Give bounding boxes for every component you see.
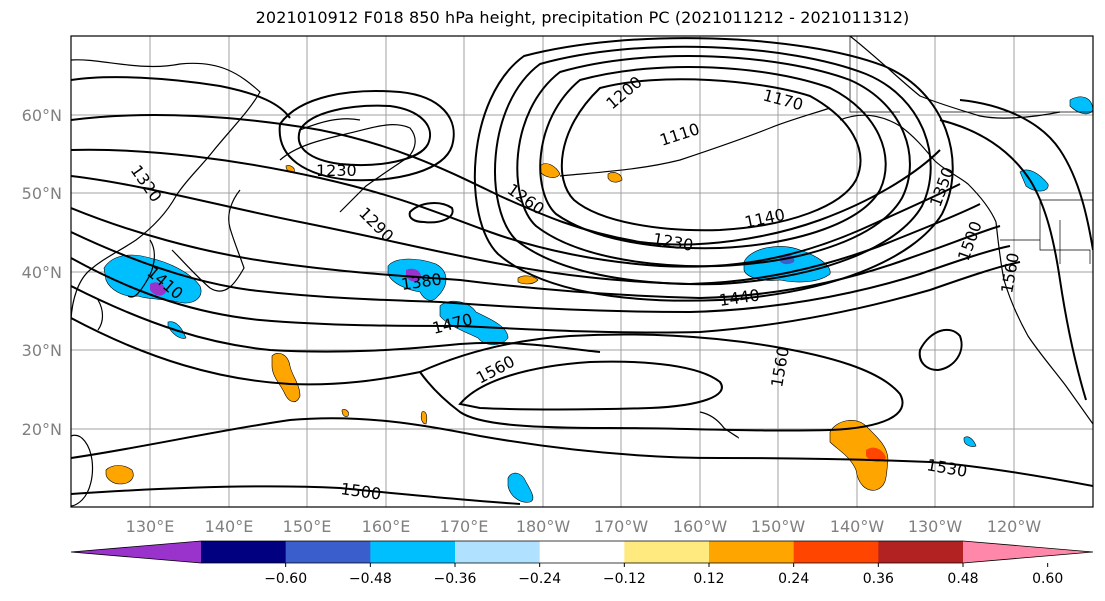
coast-philippines: [71, 434, 94, 507]
precip-core-165e: [406, 268, 421, 282]
contour-east-coast-2: [959, 99, 1093, 251]
contour-wave-1410: [71, 231, 1011, 314]
precip-area-aleutian-east: [607, 172, 623, 183]
lat-tick-label: 30°N: [22, 341, 62, 360]
contour-east-coast: [939, 119, 1087, 401]
precip-area-japan: [103, 254, 202, 304]
precip-area-180w-south: [507, 472, 534, 503]
contour-low-3: [516, 55, 911, 268]
lat-tick-label: 60°N: [22, 106, 62, 125]
contour-low-5: [473, 37, 954, 302]
lon-tick-label: 150°E: [283, 517, 332, 536]
contour-low-okhotsk: [297, 104, 431, 166]
lat-tick-label: 50°N: [22, 184, 62, 203]
contour-1560: [418, 333, 904, 432]
colorbar-tick-labels: −0.60 −0.48 −0.36 −0.24 −0.12 0.12 0.24 0.36 0.4…: [264, 563, 1063, 587]
coast-kamchatka: [279, 124, 416, 213]
lon-tick-label: 120°W: [987, 517, 1042, 536]
contour-wave-1260: [71, 114, 941, 246]
height-contours: [71, 37, 1093, 505]
contour-west-arc: [71, 76, 291, 119]
contour-low-inner: [560, 78, 862, 232]
lon-tick-label: 130°W: [908, 517, 963, 536]
lon-tick-label: 140°E: [205, 517, 254, 536]
colorbar-tick-label: 0.60: [1032, 571, 1063, 587]
coast-korea: [127, 239, 155, 298]
contour-label-1230-north: 1230: [316, 161, 357, 180]
coast-hawaii: [699, 411, 739, 439]
lon-tick-label: 170°W: [594, 517, 649, 536]
colorbar-extend-low: [71, 541, 201, 563]
precip-core-hawaii-southeast: [866, 447, 886, 462]
colorbar-tick-label: 0.36: [863, 571, 894, 587]
borders: [849, 36, 1093, 264]
contour-1560-inner: [458, 360, 723, 411]
lon-tick-label: 150°W: [751, 517, 806, 536]
contour-small-low: [408, 202, 454, 224]
coast-asia-mainland: [71, 59, 261, 321]
lon-tick-label: 180°W: [516, 517, 571, 536]
precip-area-midway: [517, 275, 539, 285]
colorbar-tick-label: −0.48: [349, 571, 392, 587]
colorbar: [70, 540, 1094, 564]
colorbar-outline: [70, 540, 1094, 564]
colorbar-tick-label: −0.24: [518, 571, 561, 587]
colorbar-segment: [370, 541, 456, 563]
colorbar-segment: [455, 541, 541, 563]
colorbar-tick-label: −0.36: [434, 571, 477, 587]
precip-area-aleutian: [539, 163, 561, 178]
lon-tick-label: 170°E: [440, 517, 489, 536]
colorbar-segment: [624, 541, 710, 563]
coast-taiwan: [97, 299, 104, 331]
contour-wave-1290: [71, 148, 961, 268]
colorbar-tick-label: 0.24: [778, 571, 809, 587]
precip-area-south-china-sea: [105, 465, 134, 485]
colorbar-tick-label: 0.48: [947, 571, 978, 587]
precip-area-small-1: [420, 411, 428, 425]
precip-area-hawaii-southeast: [829, 420, 889, 491]
colorbar-segment: [878, 541, 964, 563]
map-title: 2021010912 F018 850 hPa height, precipit…: [255, 8, 910, 27]
colorbar-segment: [285, 541, 371, 563]
contour-wave-1470: [71, 285, 601, 353]
precip-area-small-2: [341, 409, 349, 417]
lon-tick-label: 130°E: [126, 517, 175, 536]
coast-japan: [171, 189, 245, 292]
coast-aleutians: [559, 107, 831, 177]
lon-tick-label: 140°W: [830, 517, 885, 536]
colorbar-segment: [539, 541, 625, 563]
lat-tick-label: 20°N: [22, 420, 62, 439]
contour-wave-1380: [71, 207, 1001, 300]
colorbar-segment: [709, 541, 795, 563]
colorbar-segment: [793, 541, 879, 563]
precip-core-japan: [150, 282, 166, 296]
contour-wave-1440: [71, 257, 1021, 334]
contour-1530: [71, 417, 1093, 487]
coast-alaska-gulf: [839, 114, 997, 223]
colorbar-tick-label: −0.60: [264, 571, 307, 587]
colorbar-tick-label: −0.12: [603, 571, 646, 587]
contour-1500-south: [71, 485, 521, 505]
map-frame: [70, 35, 1094, 508]
contour-wave-1500: [71, 317, 421, 386]
precip-area-hawaii-east: [963, 436, 977, 447]
contour-wave-1320: [71, 175, 981, 286]
colorbar-segment: [201, 541, 287, 563]
lat-tick-label: 40°N: [22, 263, 62, 282]
lon-tick-label: 160°E: [362, 517, 411, 536]
colorbar-tick-label: 0.12: [693, 571, 724, 587]
longitude-ticks: 130°E 140°E 150°E 160°E 170°E 180°W 170°W 160°W…: [126, 517, 1042, 536]
coast-north-america-west: [995, 221, 1093, 425]
colorbar-extend-high: [963, 541, 1093, 563]
contour-low-okhotsk-2: [278, 90, 455, 182]
latitude-ticks: 60°N 50°N 40°N 30°N 20°N: [22, 106, 62, 439]
contour-low-2: [539, 65, 887, 250]
lon-tick-label: 160°W: [673, 517, 728, 536]
contour-high-small: [918, 328, 963, 372]
